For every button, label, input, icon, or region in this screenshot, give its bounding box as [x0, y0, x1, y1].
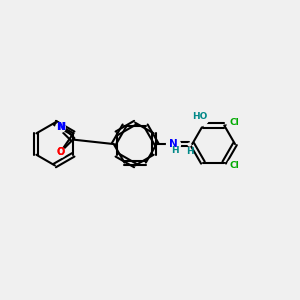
Text: Cl: Cl — [230, 118, 240, 127]
Text: HO: HO — [192, 112, 208, 121]
Text: O: O — [57, 147, 65, 158]
Text: O: O — [56, 147, 64, 157]
Text: N: N — [56, 122, 64, 132]
Text: H: H — [172, 146, 179, 155]
Text: Cl: Cl — [230, 161, 240, 170]
Text: N: N — [169, 139, 177, 149]
Text: N: N — [57, 122, 65, 132]
Text: H: H — [186, 147, 194, 156]
